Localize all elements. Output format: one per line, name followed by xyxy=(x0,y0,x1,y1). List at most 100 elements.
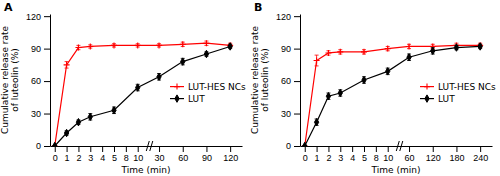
error-bar xyxy=(386,46,390,50)
x-tick-mark xyxy=(388,146,389,152)
x-tick: 3 xyxy=(338,146,343,163)
error-bar xyxy=(407,44,411,48)
point xyxy=(362,76,366,83)
point xyxy=(338,89,342,96)
x-tick-mark xyxy=(114,146,115,152)
x-tick-label: 10 xyxy=(133,153,143,163)
point xyxy=(228,43,232,50)
point xyxy=(76,118,80,125)
legend-label: LUT-HES NCs xyxy=(188,82,246,92)
y-tick-label: 120 xyxy=(276,12,291,22)
x-tick-mark xyxy=(55,146,56,152)
error-bar xyxy=(112,107,116,113)
point xyxy=(406,43,412,49)
point xyxy=(64,129,68,136)
error-bar xyxy=(362,50,366,54)
y-tick: 120 xyxy=(276,12,300,22)
x-tick-label: 180 xyxy=(449,153,464,163)
x-tick-mark xyxy=(456,146,457,152)
x-tick-mark xyxy=(183,146,184,152)
error-bar xyxy=(204,41,208,45)
x-tick: 2 xyxy=(76,146,81,163)
legend-marker xyxy=(425,95,429,102)
axis-break xyxy=(396,141,399,151)
legend-label: LUT xyxy=(438,94,455,104)
y-tick-mark xyxy=(294,146,300,147)
point xyxy=(135,42,141,48)
x-tick: 90 xyxy=(202,146,212,163)
x-tick: 1 xyxy=(315,146,320,163)
error-bar xyxy=(181,58,185,64)
y-tick-mark xyxy=(44,81,50,82)
x-tick-label: 3 xyxy=(88,153,93,163)
x-tick-label: 2 xyxy=(76,153,81,163)
x-tick-label: 1 xyxy=(315,153,320,163)
y-tick-label: 90 xyxy=(31,44,41,54)
x-tick: 1 xyxy=(65,146,70,163)
point xyxy=(75,45,81,51)
axis-break xyxy=(150,141,153,151)
x-tick: 0 xyxy=(303,146,308,163)
y-axis-title-line: of luteolin (%) xyxy=(260,48,270,111)
y-tick: 90 xyxy=(281,44,300,54)
series-line xyxy=(55,46,230,146)
panel: 012345810601201802400306090120LUT-HES NC… xyxy=(250,1,496,175)
x-tick-mark xyxy=(67,146,68,152)
point xyxy=(431,47,435,54)
error-bar xyxy=(65,62,69,68)
x-tick: 8 xyxy=(124,146,129,163)
x-tick: 5 xyxy=(112,146,117,163)
y-tick-mark xyxy=(294,49,300,50)
x-tick: 30 xyxy=(155,146,165,163)
point xyxy=(361,49,367,55)
y-tick-mark xyxy=(44,49,50,50)
x-tick-label: 2 xyxy=(326,153,331,163)
point xyxy=(314,118,318,125)
y-axis: 0306090120 xyxy=(276,12,301,152)
legend-label: LUT-HES NCs xyxy=(438,82,496,92)
x-tick-label: 240 xyxy=(473,153,488,163)
legend-marker xyxy=(174,84,180,90)
legend-item: LUT-HES NCs xyxy=(420,82,496,92)
point xyxy=(454,44,458,51)
legend-marker xyxy=(175,95,179,102)
y-tick-mark xyxy=(44,16,50,17)
x-tick-label: 0 xyxy=(303,153,308,163)
error-bar xyxy=(136,84,140,90)
legend: LUT-HES NCsLUT xyxy=(170,82,246,104)
y-tick: 60 xyxy=(281,76,300,86)
error-bar xyxy=(315,55,319,66)
chart: 0123458103060901200306090120LUT-HES NCsL… xyxy=(0,0,500,176)
x-axis-title: Time (min) xyxy=(371,165,421,175)
y-tick: 30 xyxy=(31,109,50,119)
legend-item: LUT xyxy=(420,94,455,104)
y-tick-label: 60 xyxy=(281,76,291,86)
x-tick: 180 xyxy=(449,146,464,163)
x-tick: 60 xyxy=(178,146,188,163)
y-tick-mark xyxy=(294,81,300,82)
y-tick: 120 xyxy=(26,12,50,22)
panel-title: A xyxy=(4,1,13,14)
y-tick-label: 60 xyxy=(31,76,41,86)
x-tick-mark xyxy=(376,146,377,152)
x-tick-mark xyxy=(126,146,127,152)
x-tick-label: 60 xyxy=(405,153,415,163)
x-tick-label: 8 xyxy=(374,153,379,163)
x-tick-mark xyxy=(340,146,341,152)
point xyxy=(303,142,307,146)
x-tick-label: 0 xyxy=(53,153,58,163)
series xyxy=(53,43,233,146)
point xyxy=(53,142,57,146)
y-axis-line xyxy=(50,15,51,147)
y-tick: 90 xyxy=(31,44,50,54)
point xyxy=(326,93,330,100)
point xyxy=(64,62,70,68)
error-bar xyxy=(407,54,411,60)
x-tick: 240 xyxy=(473,146,488,163)
x-tick: 4 xyxy=(100,146,105,163)
x-tick-mark xyxy=(328,146,329,152)
y-tick-label: 30 xyxy=(31,109,41,119)
error-bar-cap xyxy=(315,65,319,66)
axis-break xyxy=(400,141,403,151)
y-tick: 30 xyxy=(281,109,300,119)
